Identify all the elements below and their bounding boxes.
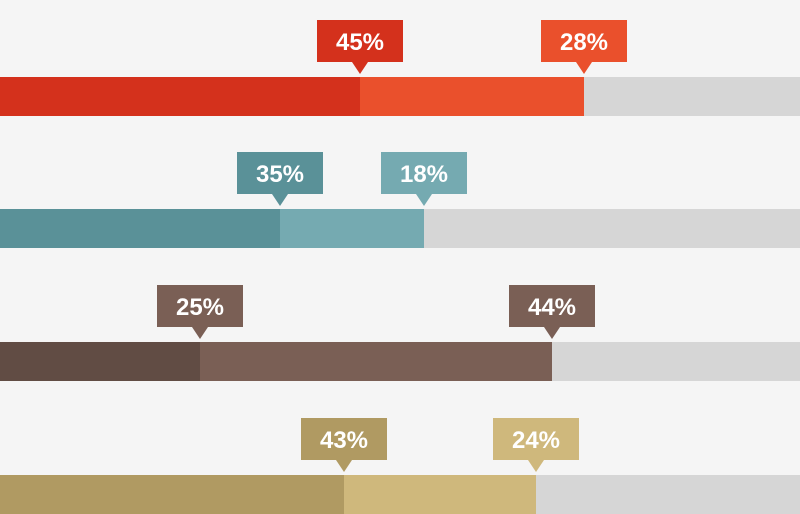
data-label: 24% bbox=[512, 427, 560, 454]
bar-row-4: 43% 24% bbox=[0, 418, 800, 514]
bar-segment-2 bbox=[280, 209, 424, 248]
data-label: 25% bbox=[176, 294, 224, 321]
data-label: 18% bbox=[400, 161, 448, 188]
bar-row-2: 35% 18% bbox=[0, 152, 800, 248]
data-label: 44% bbox=[528, 294, 576, 321]
value-callout bbox=[237, 152, 323, 206]
bar-segment-1 bbox=[0, 475, 344, 514]
data-label: 35% bbox=[256, 161, 304, 188]
value-callout bbox=[301, 418, 387, 472]
value-callout bbox=[317, 20, 403, 74]
data-label: 28% bbox=[560, 29, 608, 56]
bar-segment-2 bbox=[200, 342, 552, 381]
bar-segment-1 bbox=[0, 209, 280, 248]
data-label: 45% bbox=[336, 29, 384, 56]
value-callout bbox=[541, 20, 627, 74]
value-callout bbox=[381, 152, 467, 206]
bar-segment-1 bbox=[0, 342, 200, 381]
bar-row-3: 25% 44% bbox=[0, 285, 800, 381]
bar-row-1: 45% 28% bbox=[0, 20, 800, 116]
bar-segment-2 bbox=[360, 77, 584, 116]
bar-segment-2 bbox=[344, 475, 536, 514]
value-callout bbox=[509, 285, 595, 339]
value-callout bbox=[157, 285, 243, 339]
bar-segment-1 bbox=[0, 77, 360, 116]
data-label: 43% bbox=[320, 427, 368, 454]
value-callout bbox=[493, 418, 579, 472]
